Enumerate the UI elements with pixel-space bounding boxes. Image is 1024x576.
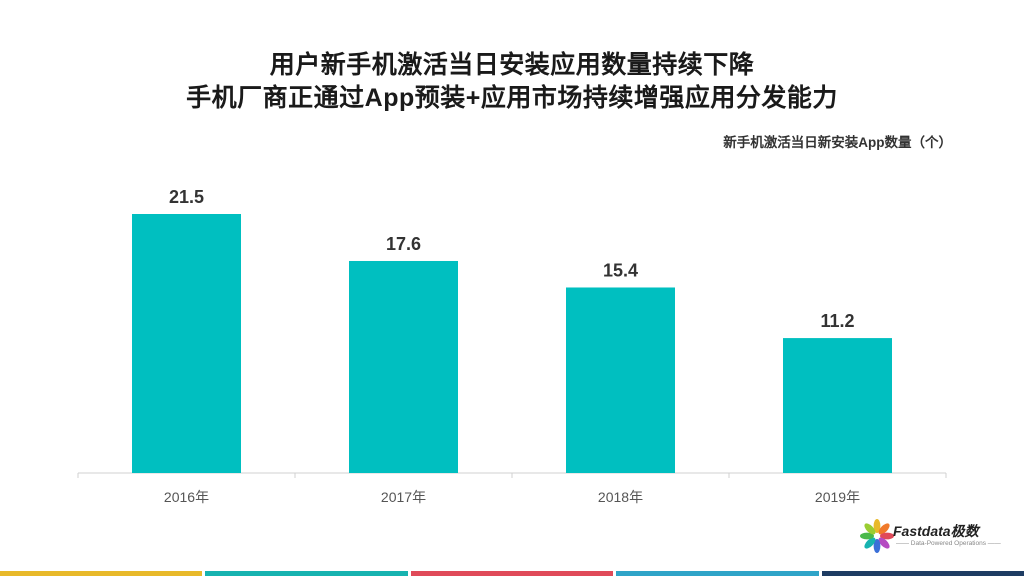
- logo-tagline: —— Data-Powered Operations ——: [896, 540, 1001, 547]
- bar: [566, 287, 675, 473]
- chart-title-line1: 用户新手机激活当日安装应用数量持续下降: [269, 51, 755, 79]
- data-label: 21.5: [169, 187, 204, 207]
- data-label: 17.6: [386, 234, 421, 254]
- bottom-stripe-segment: [0, 571, 203, 576]
- x-tick-label: 2017年: [381, 489, 426, 505]
- data-label: 15.4: [603, 260, 638, 280]
- logo-name: Fastdata极数: [893, 523, 979, 539]
- pinwheel-logo-icon: [860, 519, 894, 553]
- logo: Fastdata极数 —— Data-Powered Operations ——: [860, 516, 1010, 558]
- x-tick-label: 2016年: [164, 489, 209, 505]
- bar: [783, 338, 892, 473]
- x-tick-label: 2019年: [815, 489, 860, 505]
- bar: [132, 214, 241, 473]
- data-label: 11.2: [820, 311, 854, 331]
- unit-label: 新手机激活当日新安装App数量（个）: [723, 135, 952, 150]
- bottom-stripe-segment: [410, 571, 614, 576]
- bottom-stripe-segment: [205, 571, 408, 576]
- x-tick-label: 2018年: [598, 489, 643, 505]
- bottom-stripe-segment: [616, 571, 819, 576]
- chart-title-line2: 手机厂商正通过App预装+应用市场持续增强应用分发能力: [186, 84, 838, 112]
- bottom-stripe-segment: [821, 571, 1024, 576]
- bar: [349, 260, 458, 473]
